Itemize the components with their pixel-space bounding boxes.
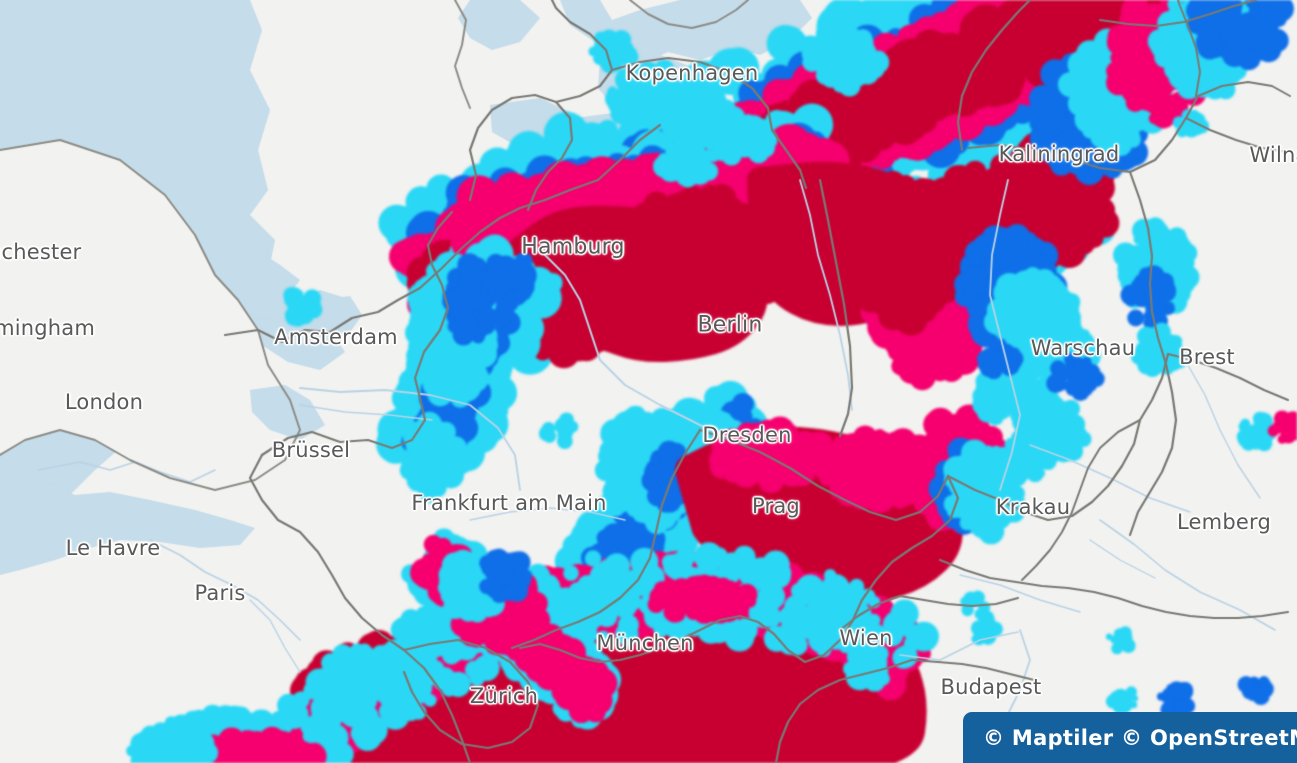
map-attribution[interactable]: © Maptiler © OpenStreetMap (963, 712, 1297, 763)
attribution-text: © Maptiler © OpenStreetMap (983, 725, 1297, 750)
